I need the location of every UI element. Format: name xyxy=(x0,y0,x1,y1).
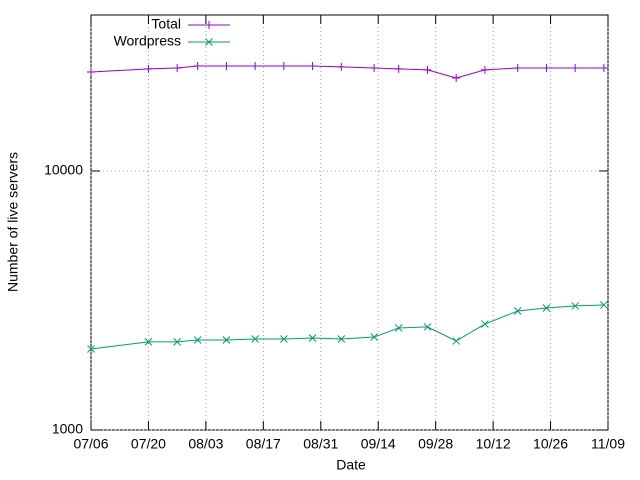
x-axis-label: Date xyxy=(336,457,366,473)
data-point xyxy=(87,68,95,77)
data-point xyxy=(193,336,202,344)
y-tick-label: 1000 xyxy=(52,421,83,437)
x-tick-label: 10/26 xyxy=(533,436,568,452)
data-point xyxy=(394,64,403,73)
data-point xyxy=(370,333,378,341)
x-tick-label: 08/03 xyxy=(188,436,223,452)
data-point xyxy=(423,65,432,74)
data-point xyxy=(452,73,461,82)
x-tick-label: 09/28 xyxy=(418,436,453,452)
data-point xyxy=(279,335,288,343)
data-point xyxy=(600,301,608,309)
x-tick-label: 10/12 xyxy=(476,436,511,452)
data-point xyxy=(452,337,461,345)
data-point xyxy=(279,61,288,70)
data-point xyxy=(571,63,580,72)
data-point xyxy=(480,65,489,74)
data-point xyxy=(251,335,259,343)
data-point xyxy=(308,334,317,342)
data-point xyxy=(337,335,346,343)
data-point xyxy=(370,63,379,72)
data-point xyxy=(173,63,182,72)
data-point xyxy=(222,61,231,70)
data-point xyxy=(222,336,231,344)
data-point xyxy=(542,63,551,72)
x-tick-label: 08/31 xyxy=(303,436,338,452)
data-point xyxy=(599,63,608,72)
x-tick-label: 11/09 xyxy=(591,436,625,452)
data-point xyxy=(251,61,260,70)
legend-marker xyxy=(205,21,213,29)
data-point xyxy=(87,345,95,353)
legend-label: Wordpress xyxy=(114,33,181,49)
x-tick-label: 07/20 xyxy=(131,436,166,452)
series-line xyxy=(90,304,604,350)
data-point xyxy=(542,304,551,312)
x-tick-label: 08/17 xyxy=(246,436,281,452)
data-point xyxy=(394,324,403,332)
data-point xyxy=(513,63,522,72)
data-point xyxy=(571,302,580,310)
plot-frame xyxy=(90,14,609,431)
data-point xyxy=(423,323,432,331)
y-axis-label: Number of live servers xyxy=(5,152,21,292)
legend-marker xyxy=(205,38,213,46)
data-point xyxy=(173,338,182,346)
y-tick-label: 10000 xyxy=(44,162,83,178)
data-point xyxy=(481,320,489,328)
x-tick-label: 07/06 xyxy=(73,436,108,452)
data-point xyxy=(193,61,202,70)
data-point xyxy=(513,307,522,315)
series-line xyxy=(90,65,604,79)
data-point xyxy=(144,338,153,346)
data-point xyxy=(144,64,153,73)
data-point xyxy=(337,62,346,71)
legend-label: Total xyxy=(151,16,181,32)
data-point xyxy=(308,61,317,70)
x-tick-label: 09/14 xyxy=(361,436,396,452)
